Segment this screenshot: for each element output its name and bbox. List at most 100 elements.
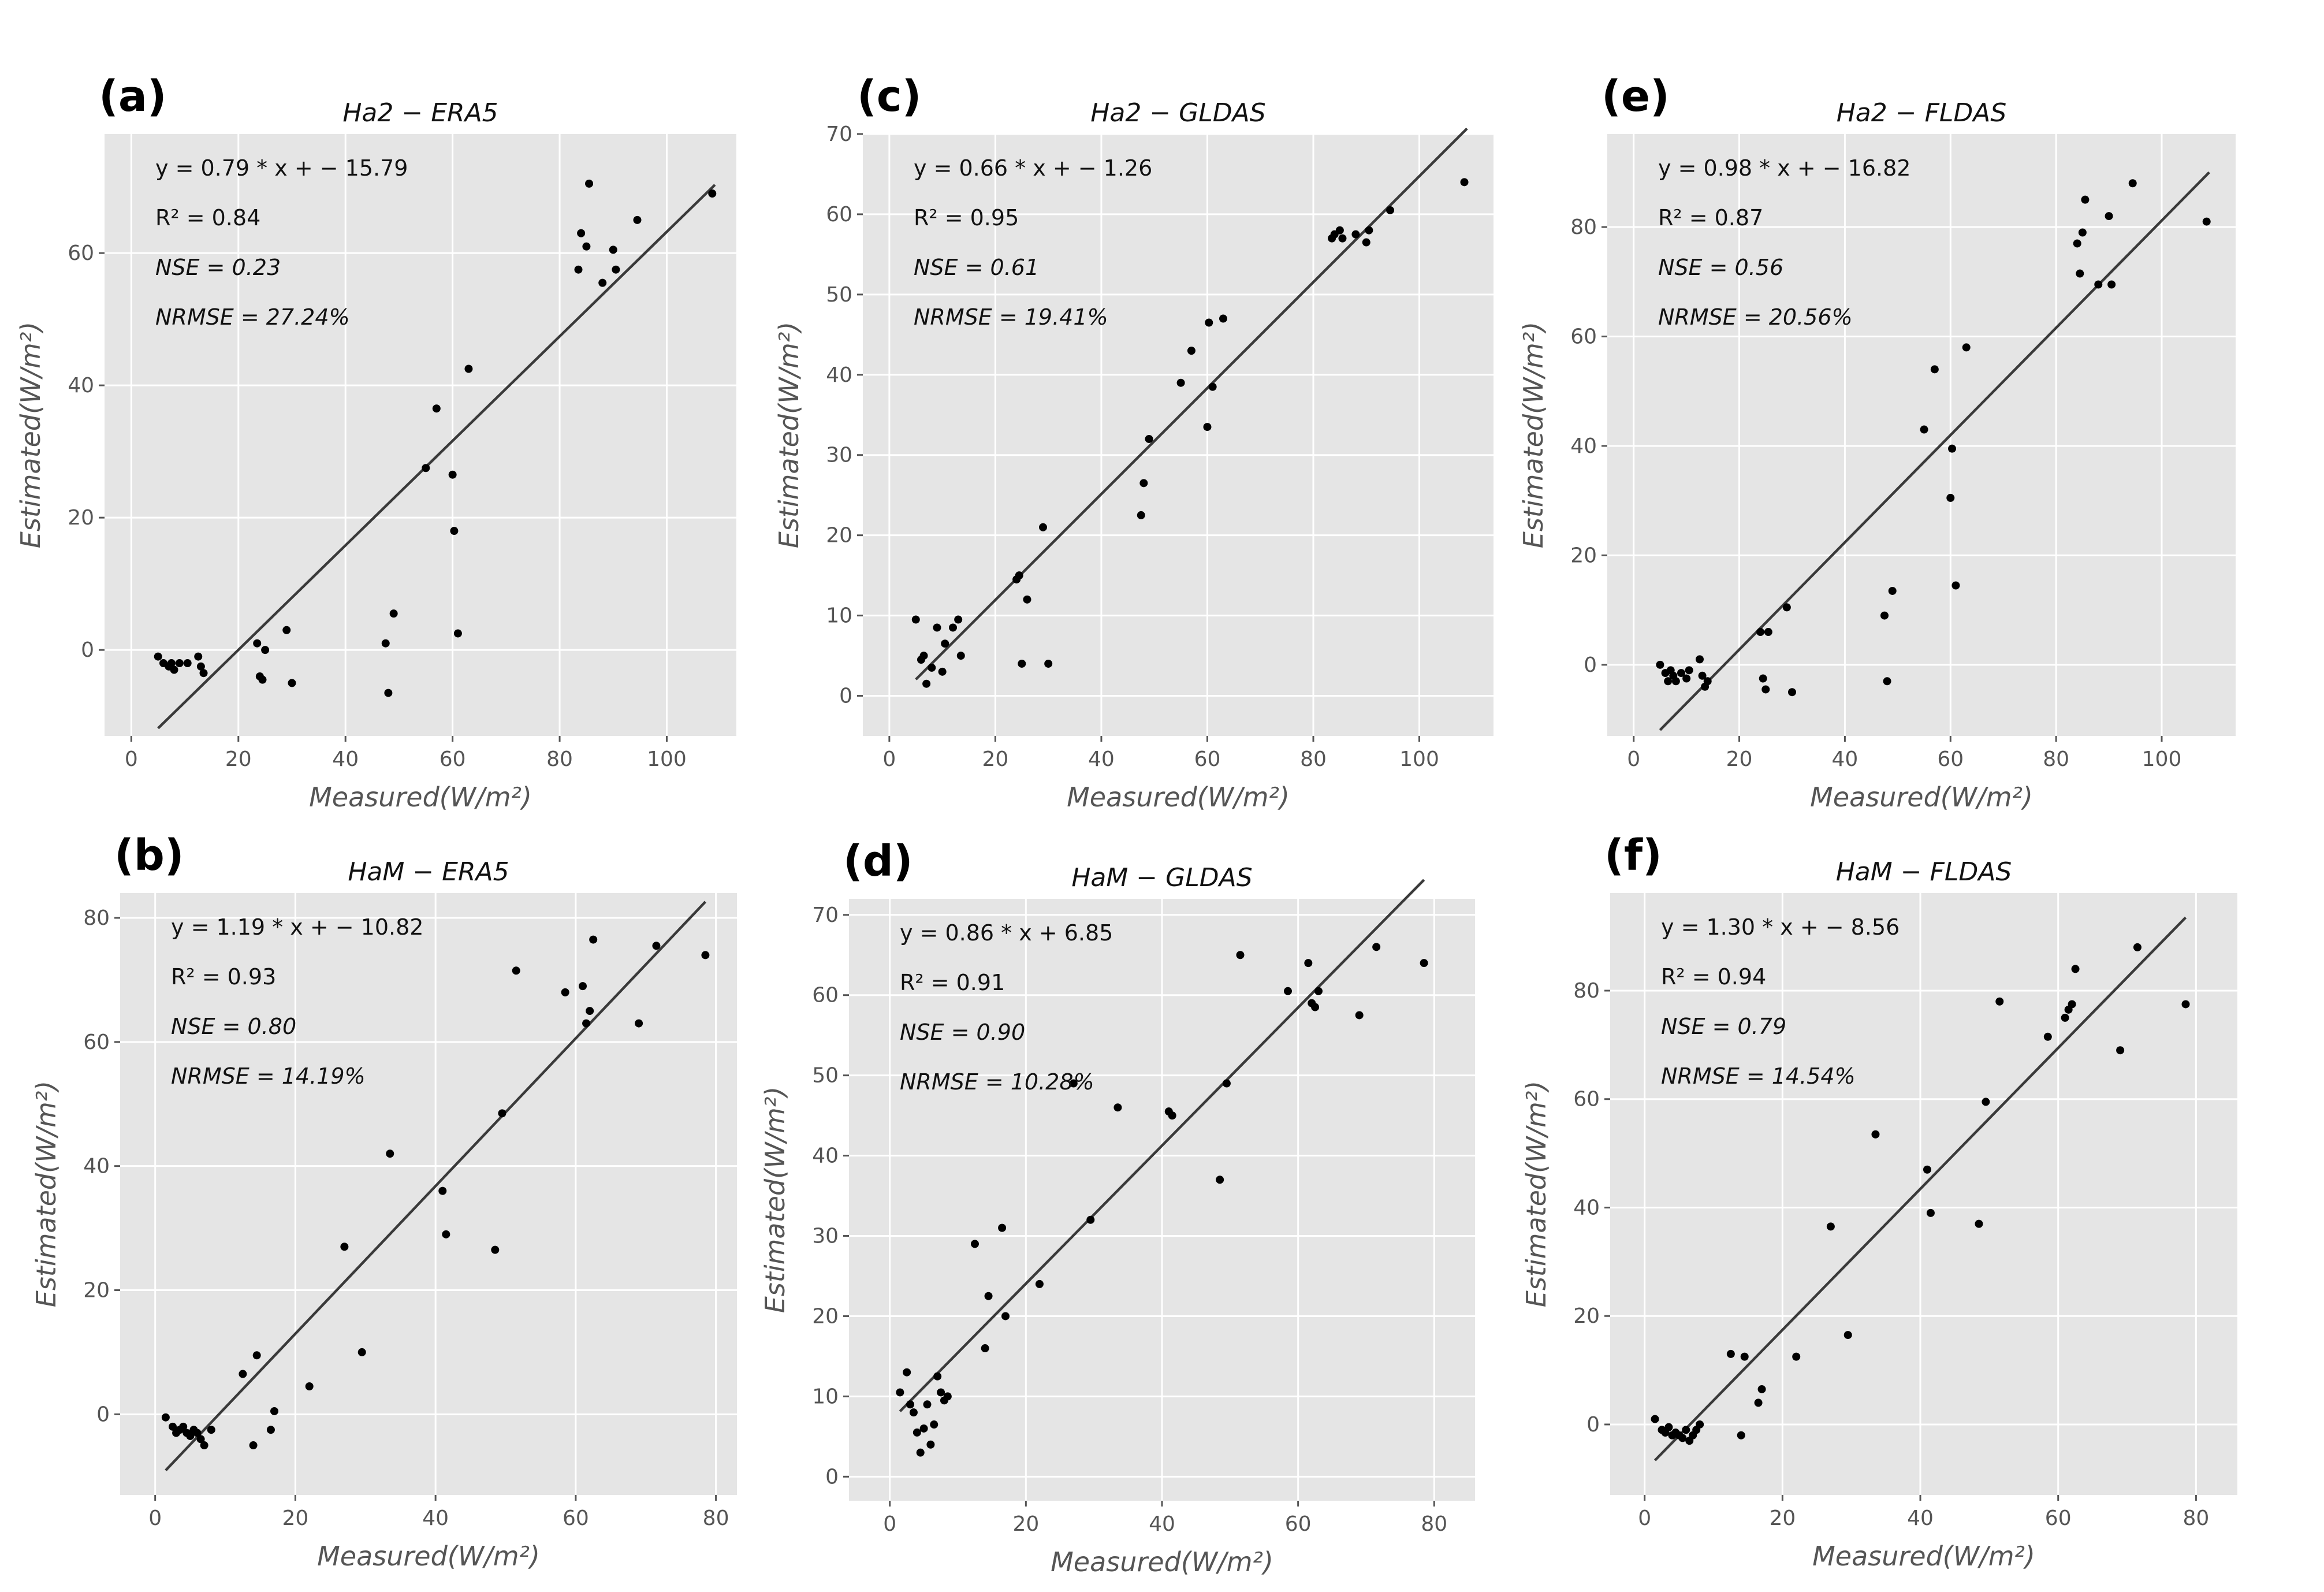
data-point: [239, 1370, 247, 1378]
data-point: [194, 652, 203, 661]
x-tick-label: 20: [282, 1507, 309, 1530]
data-point: [261, 646, 270, 654]
regression-line: [165, 901, 707, 1471]
x-tick-label: 80: [703, 1507, 729, 1530]
data-point: [701, 951, 710, 959]
data-point: [288, 679, 296, 687]
data-point: [2094, 280, 2103, 289]
y-tick-label: 0: [1584, 653, 1597, 677]
data-point: [585, 179, 594, 188]
data-point: [1145, 434, 1153, 443]
x-tick-label: 40: [422, 1507, 449, 1530]
data-point: [582, 242, 591, 251]
data-point: [2116, 1046, 2125, 1055]
data-point: [432, 404, 441, 413]
data-point: [1685, 666, 1693, 675]
data-point: [938, 667, 947, 676]
data-point: [389, 609, 398, 618]
data-point: [384, 689, 393, 697]
data-point: [442, 1230, 450, 1238]
x-tick-label: 20: [982, 747, 1009, 771]
data-point: [270, 1407, 278, 1415]
chart-title: HaM − FLDAS: [1836, 857, 2012, 887]
data-point: [1069, 1079, 1078, 1088]
data-point: [1764, 628, 1772, 637]
stats-nse: NSE = 0.79: [1661, 1014, 1786, 1039]
data-point: [1304, 959, 1313, 968]
data-point: [984, 1292, 993, 1300]
data-point: [1926, 1208, 1935, 1217]
data-point: [1759, 674, 1767, 683]
y-tick-label: 80: [1573, 979, 1600, 1003]
data-point: [2128, 179, 2137, 188]
stats-nrmse: NRMSE = 20.56%: [1658, 304, 1853, 330]
data-point: [193, 1429, 202, 1437]
data-point: [249, 1441, 258, 1450]
data-point: [167, 659, 176, 668]
data-point: [1737, 1431, 1745, 1440]
data-point: [207, 1426, 215, 1434]
data-point: [579, 982, 587, 991]
data-point: [199, 669, 208, 678]
data-point: [1314, 987, 1323, 995]
data-point: [266, 1426, 275, 1434]
data-point: [1982, 1098, 1990, 1106]
x-tick-label: 80: [2043, 747, 2069, 771]
data-point: [1023, 595, 1031, 604]
data-point: [1756, 628, 1765, 637]
data-point: [2068, 1000, 2076, 1009]
data-point: [1351, 230, 1360, 239]
y-axis-label: Estimated(W/m²): [1521, 1081, 1552, 1308]
data-point: [577, 229, 586, 237]
data-point: [1788, 688, 1796, 697]
chart-title: Ha2 − GLDAS: [1090, 98, 1265, 128]
y-tick-label: 40: [826, 363, 852, 387]
stats-r2: R² = 0.94: [1661, 964, 1766, 990]
data-point: [1420, 959, 1428, 968]
x-tick-label: 60: [2045, 1507, 2072, 1530]
data-point: [2105, 212, 2113, 221]
data-point: [1355, 1011, 1364, 1020]
data-point: [954, 615, 963, 624]
x-axis-label: Measured(W/m²): [1810, 782, 2033, 813]
data-point: [1311, 1003, 1320, 1011]
chart-title: Ha2 − FLDAS: [1837, 98, 2007, 128]
data-point: [1222, 1079, 1231, 1088]
y-tick-label: 0: [825, 1465, 839, 1489]
stats-nrmse: NRMSE = 14.19%: [171, 1063, 366, 1089]
data-point: [1236, 951, 1245, 959]
stats-nse: NSE = 0.23: [155, 255, 281, 280]
x-axis-label: Measured(W/m²): [1051, 1546, 1273, 1578]
data-point: [589, 935, 598, 944]
data-point: [970, 1240, 979, 1248]
x-tick-label: 80: [1300, 747, 1327, 771]
y-tick-label: 10: [812, 1385, 839, 1408]
stats-nrmse: NRMSE = 27.24%: [155, 304, 350, 330]
data-point: [1995, 997, 2004, 1006]
x-tick-label: 0: [883, 1512, 896, 1536]
y-tick-label: 80: [1570, 215, 1597, 239]
data-point: [896, 1388, 904, 1397]
x-tick-label: 60: [1937, 747, 1964, 771]
data-point: [928, 663, 936, 672]
data-point: [1365, 226, 1373, 235]
data-point: [1203, 423, 1212, 432]
data-point: [635, 1019, 643, 1028]
x-tick-label: 20: [1726, 747, 1753, 771]
data-point: [561, 988, 569, 996]
data-point: [175, 659, 184, 668]
plot-area: [863, 134, 1494, 736]
data-point: [381, 639, 390, 648]
x-tick-label: 40: [332, 747, 359, 771]
x-tick-label: 40: [1832, 747, 1859, 771]
data-point: [253, 639, 262, 648]
data-point: [491, 1245, 500, 1254]
data-point: [2071, 965, 2080, 973]
data-point: [1740, 1352, 1749, 1361]
y-tick-label: 10: [826, 604, 852, 628]
panel-label: (e): [1602, 72, 1670, 121]
data-point: [1018, 659, 1026, 668]
data-point: [1671, 677, 1680, 686]
y-tick-label: 50: [812, 1064, 839, 1088]
